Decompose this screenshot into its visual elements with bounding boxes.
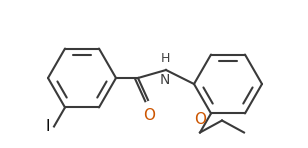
Text: N: N: [160, 73, 170, 87]
Text: O: O: [143, 108, 155, 123]
Text: H: H: [160, 52, 170, 65]
Text: I: I: [46, 119, 50, 134]
Text: O: O: [194, 112, 206, 127]
